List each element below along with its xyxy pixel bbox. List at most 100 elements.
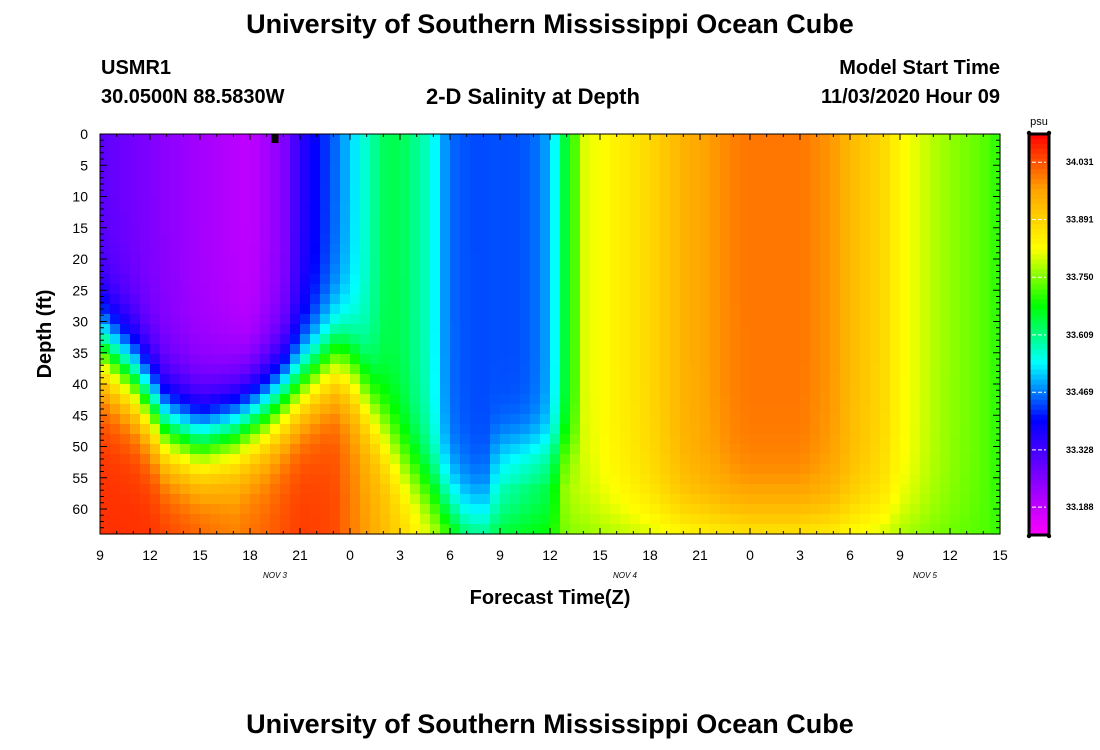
heatmap-cell — [820, 134, 831, 145]
heatmap-cell — [950, 384, 961, 395]
heatmap-cell — [160, 194, 171, 205]
heatmap-cell — [270, 324, 281, 335]
heatmap-cell — [110, 444, 121, 455]
heatmap-cell — [860, 364, 871, 375]
heatmap-cell — [160, 354, 171, 365]
heatmap-cell — [350, 134, 361, 145]
heatmap-cell — [410, 334, 421, 345]
heatmap-cell — [210, 444, 221, 455]
heatmap-cell — [430, 444, 441, 455]
heatmap-cell — [680, 344, 691, 355]
heatmap-cell — [950, 194, 961, 205]
heatmap-cell — [840, 244, 851, 255]
heatmap-cell — [660, 444, 671, 455]
heatmap-cell — [550, 264, 561, 275]
heatmap-cell — [410, 474, 421, 485]
heatmap-cell — [650, 484, 661, 495]
heatmap-cell — [990, 324, 1001, 335]
heatmap-cell — [590, 504, 601, 515]
heatmap-cell — [610, 174, 621, 185]
heatmap-cell — [960, 474, 971, 485]
heatmap-cell — [490, 174, 501, 185]
heatmap-cell — [310, 384, 321, 395]
colorbar-segment — [1029, 139, 1049, 145]
heatmap-cell — [390, 514, 401, 525]
heatmap-cell — [770, 274, 781, 285]
heatmap-cell — [850, 344, 861, 355]
heatmap-cell — [980, 364, 991, 375]
heatmap-cell — [560, 364, 571, 375]
heatmap-cell — [780, 454, 791, 465]
colorbar-corner-dot — [1046, 533, 1052, 539]
heatmap-cell — [430, 344, 441, 355]
heatmap-cell — [590, 404, 601, 415]
heatmap-cell — [980, 504, 991, 515]
heatmap-cell — [500, 404, 511, 415]
heatmap-cell — [120, 454, 131, 465]
heatmap-cell — [370, 434, 381, 445]
heatmap-cell — [550, 364, 561, 375]
heatmap-cell — [100, 224, 111, 235]
heatmap-cell — [830, 414, 841, 425]
heatmap-cell — [820, 174, 831, 185]
heatmap-cell — [580, 494, 591, 505]
heatmap-cell — [450, 314, 461, 325]
heatmap-cell — [380, 144, 391, 155]
heatmap-cell — [220, 154, 231, 165]
heatmap-cell — [360, 294, 371, 305]
heatmap-cell — [740, 374, 751, 385]
heatmap-cell — [720, 174, 731, 185]
heatmap-cell — [370, 234, 381, 245]
heatmap-cell — [650, 324, 661, 335]
heatmap-cell — [440, 374, 451, 385]
heatmap-cell — [630, 134, 641, 145]
heatmap-cell — [450, 444, 461, 455]
heatmap-cell — [120, 504, 131, 515]
heatmap-cell — [570, 524, 581, 535]
heatmap-cell — [260, 454, 271, 465]
colorbar-segment — [1029, 244, 1049, 250]
heatmap-cell — [870, 414, 881, 425]
heatmap-cell — [350, 294, 361, 305]
heatmap-cell — [850, 474, 861, 485]
heatmap-cell — [940, 424, 951, 435]
heatmap-cell — [790, 414, 801, 425]
heatmap-cell — [580, 444, 591, 455]
heatmap-cell — [480, 424, 491, 435]
heatmap-cell — [720, 424, 731, 435]
heatmap-cell — [340, 254, 351, 265]
colorbar-segment — [1029, 204, 1049, 210]
heatmap-cell — [160, 524, 171, 535]
heatmap-cell — [660, 414, 671, 425]
heatmap-cell — [880, 414, 891, 425]
heatmap-cell — [900, 184, 911, 195]
heatmap-cell — [930, 264, 941, 275]
heatmap-cell — [750, 474, 761, 485]
heatmap-cell — [860, 264, 871, 275]
heatmap-cell — [890, 154, 901, 165]
heatmap-cell — [200, 304, 211, 315]
heatmap-cell — [980, 184, 991, 195]
heatmap-cell — [740, 414, 751, 425]
heatmap-cell — [410, 464, 421, 475]
heatmap-cell — [880, 144, 891, 155]
heatmap-cell — [410, 194, 421, 205]
heatmap-cell — [340, 464, 351, 475]
heatmap-cell — [710, 204, 721, 215]
heatmap-cell — [940, 184, 951, 195]
heatmap-cell — [740, 184, 751, 195]
heatmap-cell — [840, 294, 851, 305]
heatmap-cell — [310, 324, 321, 335]
heatmap-cell — [830, 204, 841, 215]
heatmap-cell — [540, 244, 551, 255]
heatmap-cell — [170, 374, 181, 385]
heatmap-cell — [660, 404, 671, 415]
heatmap-cell — [910, 374, 921, 385]
heatmap-cell — [850, 464, 861, 475]
heatmap-cell — [960, 334, 971, 345]
heatmap-cell — [320, 344, 331, 355]
heatmap-cell — [910, 204, 921, 215]
heatmap-cell — [760, 444, 771, 455]
heatmap-cell — [360, 174, 371, 185]
heatmap-cell — [130, 434, 141, 445]
